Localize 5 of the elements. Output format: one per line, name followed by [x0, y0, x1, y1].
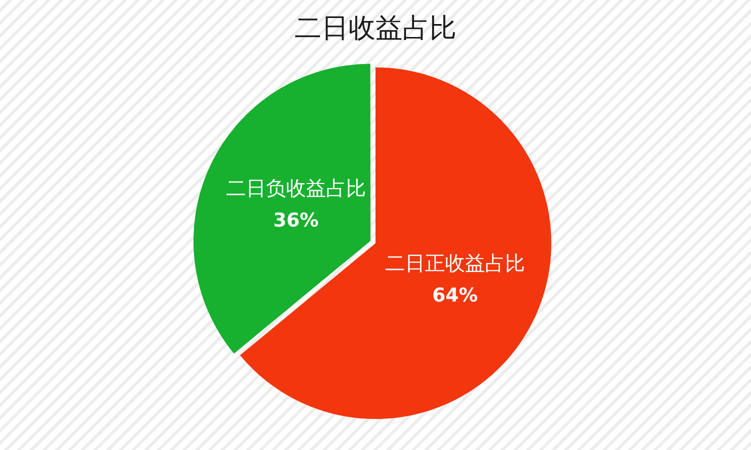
- data-label: 36%: [273, 210, 319, 232]
- chart-title: 二日收益占比: [294, 13, 456, 44]
- slice-label: 二日正收益占比: [385, 250, 526, 275]
- data-label: 64%: [432, 284, 478, 307]
- slice-label: 二日负收益占比: [226, 176, 366, 200]
